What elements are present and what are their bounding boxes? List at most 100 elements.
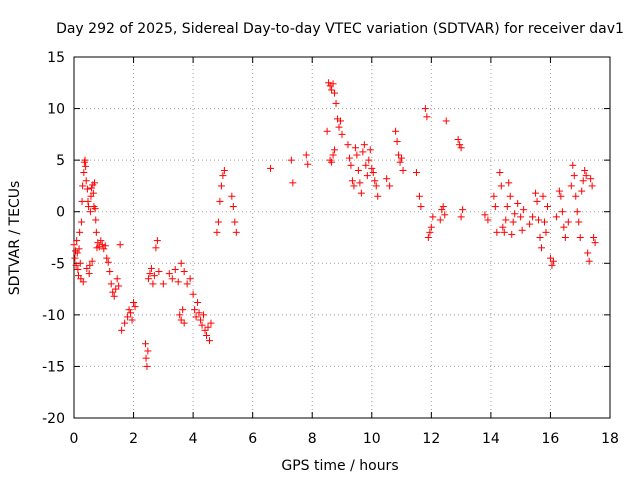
data-point: [201, 326, 209, 334]
data-point: [442, 117, 450, 125]
y-tick-label: 0: [56, 205, 65, 221]
data-point: [579, 177, 587, 185]
data-point: [219, 172, 227, 180]
data-point: [304, 160, 312, 168]
data-point: [232, 228, 240, 236]
data-point: [368, 164, 376, 172]
data-point: [142, 354, 150, 362]
data-point: [75, 245, 83, 253]
data-point: [395, 151, 403, 159]
data-point: [502, 216, 510, 224]
data-point: [92, 228, 100, 236]
data-point: [183, 280, 191, 288]
data-point: [153, 237, 161, 245]
data-point: [323, 127, 331, 135]
data-point: [396, 158, 404, 166]
data-point: [575, 218, 583, 226]
data-point: [89, 189, 97, 197]
data-point: [101, 242, 109, 250]
data-point: [200, 311, 208, 319]
data-point: [83, 185, 91, 193]
data-point: [511, 210, 519, 218]
data-point: [216, 197, 224, 205]
data-point: [540, 218, 548, 226]
data-point: [365, 156, 373, 164]
data-point: [588, 182, 596, 190]
data-point: [572, 192, 580, 200]
data-point: [590, 234, 598, 241]
data-point: [386, 182, 394, 190]
data-point: [128, 316, 136, 324]
data-point: [454, 136, 462, 144]
data-point: [415, 192, 423, 200]
data-point: [546, 254, 554, 262]
data-point: [543, 203, 551, 211]
data-point: [127, 309, 135, 317]
data-point: [360, 141, 368, 149]
data-point: [76, 228, 84, 236]
data-point: [104, 258, 112, 266]
data-point: [159, 280, 167, 288]
data-point: [78, 197, 86, 205]
data-point: [79, 278, 87, 286]
data-point: [353, 151, 361, 159]
data-point: [100, 245, 108, 253]
data-point: [83, 264, 91, 272]
data-point: [231, 218, 239, 226]
data-point: [73, 237, 81, 245]
data-point: [359, 148, 367, 156]
data-point: [287, 156, 295, 164]
data-point: [366, 146, 374, 154]
data-point: [79, 182, 87, 190]
data-point: [345, 154, 353, 162]
data-point: [354, 166, 362, 174]
data-point: [514, 199, 522, 207]
data-point: [520, 206, 528, 214]
data-point: [186, 275, 194, 283]
data-point: [177, 316, 185, 324]
data-point: [332, 99, 340, 107]
data-point: [74, 265, 82, 273]
data-point: [214, 218, 222, 226]
x-tick-label: 18: [601, 431, 619, 447]
data-point: [109, 288, 117, 296]
plot-frame: [73, 56, 611, 419]
data-point: [557, 192, 565, 200]
data-point: [71, 254, 79, 262]
data-point: [500, 228, 508, 236]
data-point: [73, 249, 81, 257]
data-point: [267, 164, 275, 172]
x-axis-label: GPS time / hours: [281, 458, 398, 474]
data-point: [573, 208, 581, 216]
data-point: [302, 151, 310, 159]
x-tick-label: 6: [248, 431, 257, 447]
x-tick-label: 8: [308, 431, 317, 447]
data-point: [582, 172, 590, 180]
data-points: [70, 79, 599, 370]
data-point: [76, 259, 84, 267]
y-axis-label: SDTVAR / TECUs: [7, 181, 23, 296]
data-point: [508, 230, 516, 238]
data-point: [149, 280, 157, 288]
data-point: [350, 182, 358, 190]
data-point: [168, 275, 176, 283]
data-point: [542, 228, 550, 236]
data-point: [363, 172, 371, 180]
data-point: [197, 316, 205, 324]
data-point: [144, 347, 152, 355]
data-point: [115, 282, 123, 290]
data-point: [423, 113, 431, 121]
data-point: [144, 275, 152, 283]
data-point: [228, 192, 236, 200]
data-point: [426, 228, 434, 236]
data-point: [357, 189, 365, 197]
data-point: [195, 309, 203, 317]
data-point: [171, 265, 179, 273]
data-point: [558, 208, 566, 216]
data-point: [106, 268, 114, 276]
data-point: [152, 244, 160, 252]
data-point: [456, 141, 464, 149]
data-point: [481, 211, 489, 219]
data-point: [289, 179, 297, 187]
